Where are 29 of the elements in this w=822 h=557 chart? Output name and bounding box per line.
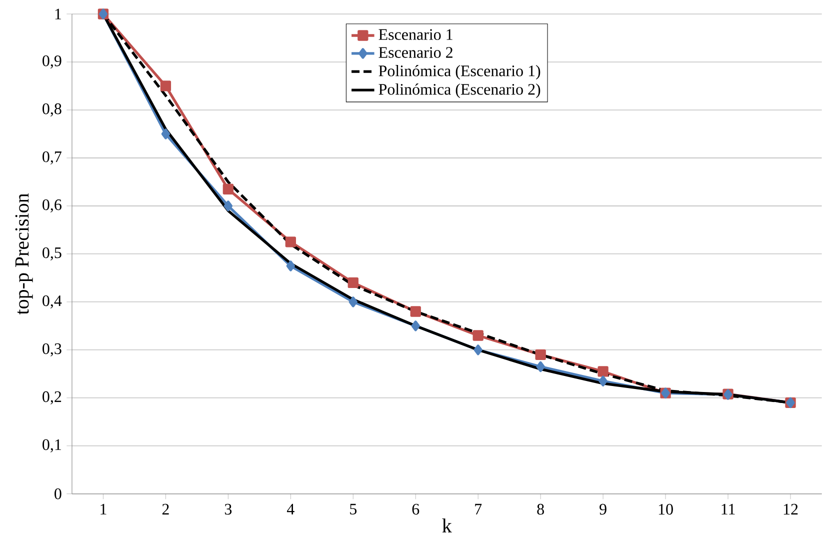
- y-tick-label: 0,3: [42, 343, 62, 357]
- x-tick-label: 11: [722, 504, 735, 515]
- x-tick-label: 9: [600, 504, 606, 515]
- legend-label: Escenario 1: [378, 29, 452, 40]
- x-tick-label: 1: [100, 504, 106, 515]
- y-axis-title: top-p Precision: [15, 194, 33, 315]
- x-tick-label: 6: [412, 504, 420, 515]
- x-tick-label: 4: [286, 504, 294, 514]
- legend-label: Polinómica (Escenario 1): [378, 65, 540, 80]
- x-tick-label: 2: [162, 504, 169, 515]
- x-axis-title: k: [442, 518, 452, 532]
- legend-label: Escenario 2: [378, 47, 452, 58]
- x-tick-label: 3: [224, 504, 232, 515]
- legend-label: Polinómica (Escenario 2): [378, 84, 540, 98]
- y-tick-label: 0,5: [42, 247, 62, 261]
- y-tick-label: 1: [55, 8, 61, 20]
- y-tick-label: 0: [54, 488, 62, 500]
- y-tick-label: 0,1: [42, 439, 61, 452]
- y-tick-label: 0,7: [42, 151, 62, 165]
- x-tick-label: 5: [350, 504, 357, 515]
- x-tick-label: 7: [475, 504, 482, 514]
- x-tick-label: 12: [784, 504, 798, 515]
- y-tick-label: 0,2: [42, 391, 62, 405]
- y-tick-label: 0,6: [42, 199, 62, 213]
- y-tick-label: 0,4: [42, 295, 62, 309]
- y-tick-label: 0,8: [42, 104, 62, 117]
- y-tick-label: 0,9: [42, 56, 62, 69]
- x-tick-label: 8: [537, 504, 544, 515]
- x-tick-label: 10: [658, 504, 673, 515]
